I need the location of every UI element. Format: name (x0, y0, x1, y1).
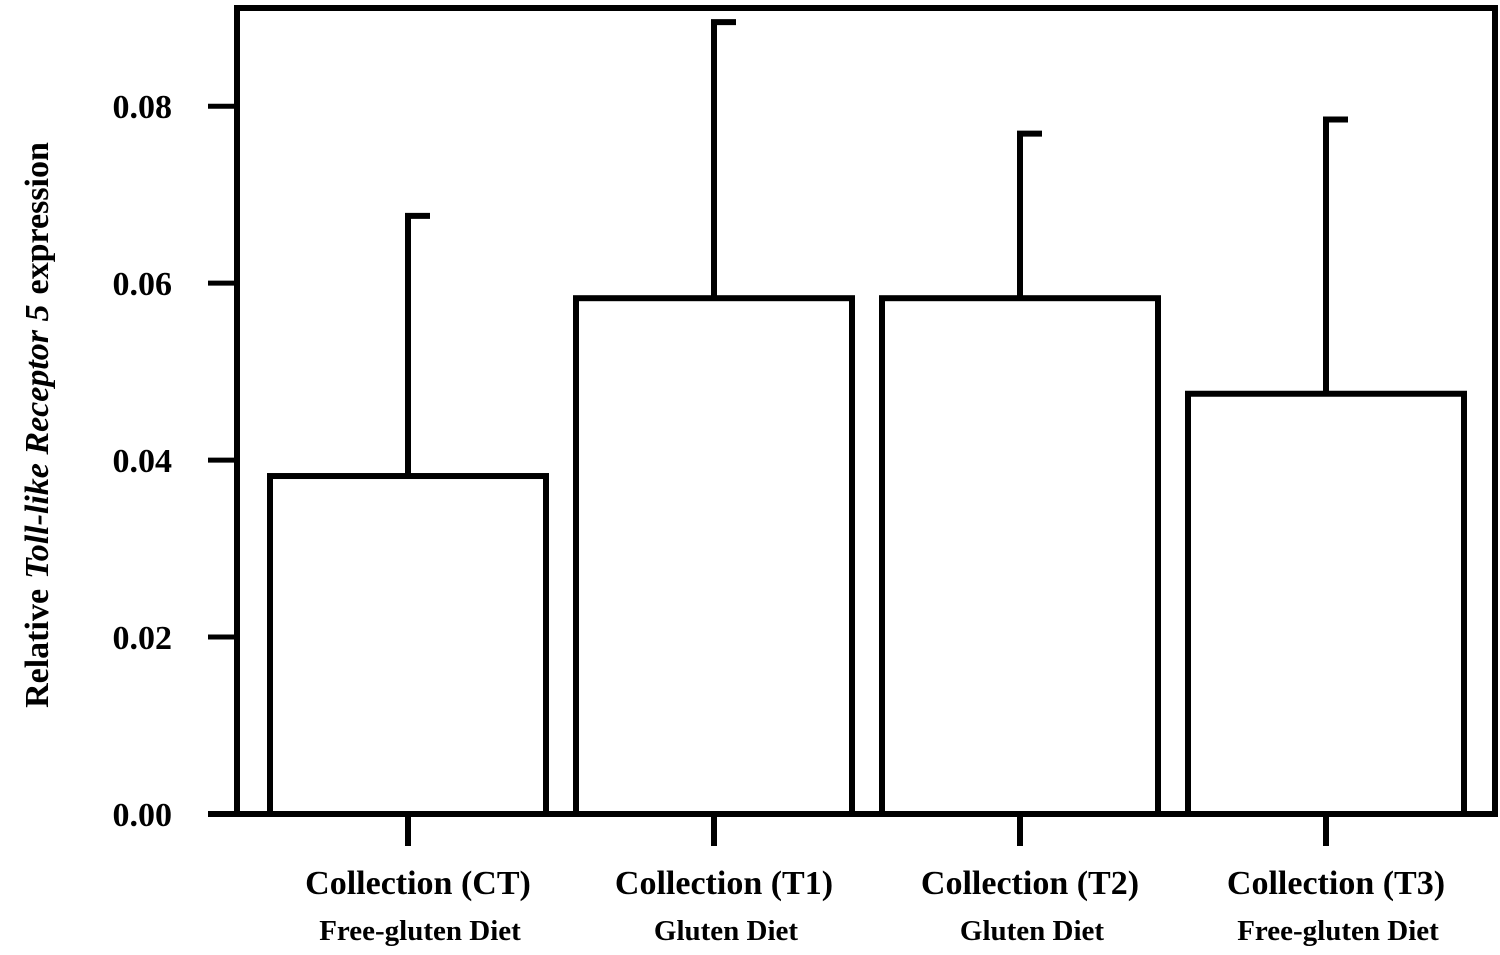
y-tick-label: 0.06 (113, 266, 173, 303)
x-tick-sublabel: Gluten Diet (654, 915, 799, 947)
y-tick-label: 0.08 (113, 89, 173, 126)
y-tick-label: 0.00 (113, 797, 173, 834)
y-axis-label: Relative Toll-like Receptor 5 expression (19, 142, 56, 708)
y-tick-label: 0.04 (113, 443, 173, 480)
x-tick-label: Collection (T1) (615, 865, 833, 902)
bar (573, 295, 855, 818)
bar (879, 295, 1161, 818)
x-tick-label: Collection (CT) (305, 865, 531, 902)
x-tick-label: Collection (T2) (921, 865, 1139, 902)
y-tick-label: 0.02 (113, 620, 173, 657)
bar (1185, 390, 1467, 817)
y-label-prefix: Relative (19, 589, 56, 708)
x-tick-sublabel: Free-gluten Diet (1237, 915, 1439, 947)
x-tick-sublabel: Free-gluten Diet (319, 915, 521, 947)
x-tick-sublabel: Gluten Diet (960, 915, 1105, 947)
x-tick-label: Collection (T3) (1227, 865, 1445, 902)
y-label-italic: Toll-like Receptor 5 (19, 304, 56, 578)
bar (267, 473, 549, 817)
y-label-suffix: expression (19, 142, 56, 294)
